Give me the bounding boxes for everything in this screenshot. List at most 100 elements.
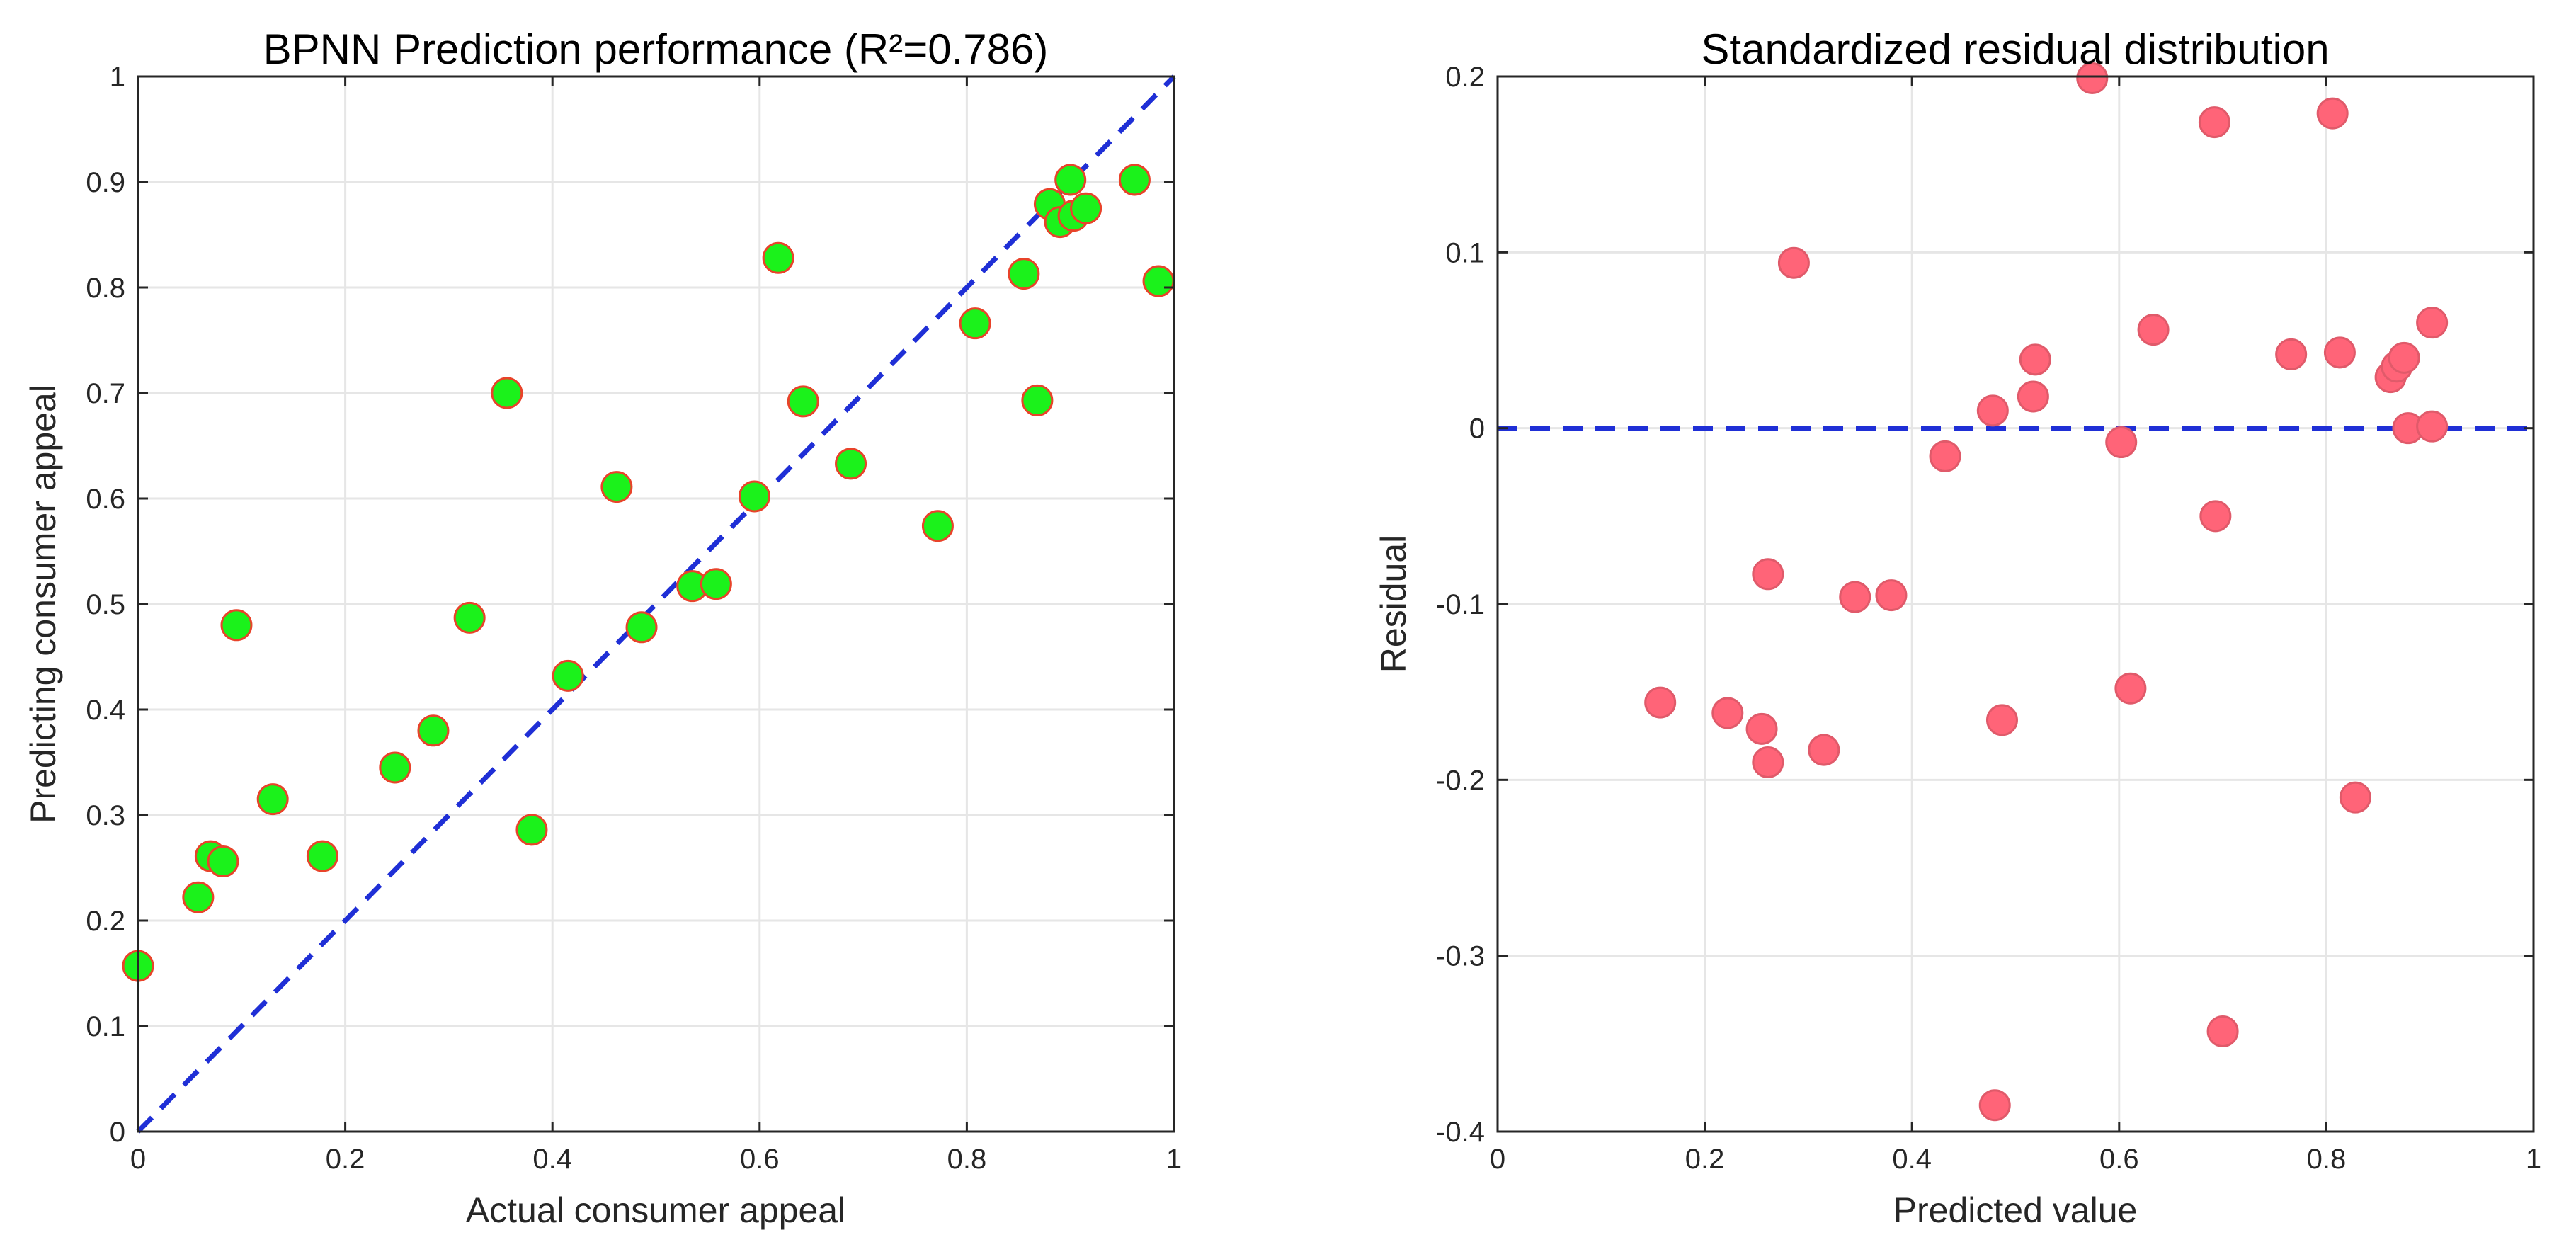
x-tick-label: 1 xyxy=(2526,1144,2541,1175)
data-point xyxy=(1054,164,1087,196)
data-point xyxy=(182,881,215,913)
data-point xyxy=(417,714,450,747)
y-tick-label: 0.7 xyxy=(86,378,125,409)
y-tick-label: 0.2 xyxy=(86,906,125,937)
x-tick-label: 0.6 xyxy=(2099,1144,2139,1175)
data-point xyxy=(2105,426,2138,459)
data-point xyxy=(1021,384,1054,416)
chart-title: Standardized residual distribution xyxy=(1701,25,2329,73)
y-tick-label: 0 xyxy=(1469,414,1485,445)
y-tick-label: 0.4 xyxy=(86,695,125,726)
data-point xyxy=(2198,106,2230,139)
data-point xyxy=(2137,314,2170,346)
data-point xyxy=(2019,343,2051,376)
data-point xyxy=(306,840,338,872)
y-tick-labels: -0.4 -0.3 -0.2 -0.1 0 0.1 0.2 xyxy=(1436,62,1485,1148)
y-tick-labels: 0 0.1 0.2 0.3 0.4 0.5 0.6 0.7 0.8 0.9 1 xyxy=(86,62,125,1148)
data-point xyxy=(1711,697,1744,729)
data-point xyxy=(762,241,794,274)
data-point xyxy=(1777,246,1810,279)
data-point xyxy=(1008,258,1040,290)
data-point xyxy=(220,609,253,642)
data-point xyxy=(2316,97,2349,130)
data-point xyxy=(1118,164,1151,196)
y-tick-label: 0.3 xyxy=(86,800,125,831)
data-point xyxy=(2114,672,2147,705)
y-tick-label: 0.1 xyxy=(86,1011,125,1042)
data-point xyxy=(1644,686,1677,719)
data-point xyxy=(207,845,239,878)
y-tick-label: 0 xyxy=(110,1117,125,1148)
data-point xyxy=(453,601,486,634)
y-tick-label: 1 xyxy=(110,62,125,93)
chart-title: BPNN Prediction performance (R²=0.786) xyxy=(263,25,1049,73)
axes xyxy=(137,75,1175,1133)
data-point xyxy=(1985,704,2018,736)
y-axis-title: Residual xyxy=(1374,535,1413,673)
data-point xyxy=(1929,440,1961,472)
data-point xyxy=(1752,558,1784,591)
data-point xyxy=(625,611,658,644)
data-point xyxy=(491,377,523,409)
data-point xyxy=(835,448,867,480)
y-axis-title: Predicting consumer appeal xyxy=(23,385,63,824)
residual-distribution-chart: 0 0.2 0.4 0.6 0.8 1 -0.4 -0.3 -0.2 -0.1 0 0.1 0.2 S… xyxy=(1374,25,2541,1230)
x-tick-label: 0.8 xyxy=(947,1144,987,1175)
data-point xyxy=(1839,581,1871,613)
data-point xyxy=(379,751,411,784)
data-point xyxy=(1745,712,1778,745)
y-tick-label: -0.1 xyxy=(1436,589,1485,620)
y-tick-label: 0.8 xyxy=(86,273,125,304)
data-point xyxy=(1978,1089,2011,1122)
data-point xyxy=(700,568,732,600)
data-point xyxy=(1808,734,1840,766)
y-tick-label: 0.1 xyxy=(1445,237,1485,268)
reference-line xyxy=(136,74,1176,1134)
data-point xyxy=(1976,394,2009,427)
data-point xyxy=(600,471,633,503)
x-tick-label: 0.8 xyxy=(2307,1144,2347,1175)
x-tick-label: 1 xyxy=(1166,1144,1182,1175)
data-point xyxy=(1752,746,1784,778)
data-point xyxy=(959,307,991,340)
y-tick-label: -0.4 xyxy=(1436,1117,1485,1148)
data-point xyxy=(2076,62,2109,94)
data-point xyxy=(2416,410,2449,443)
x-tick-label: 0.2 xyxy=(1685,1144,1725,1175)
x-axis-title: Actual consumer appeal xyxy=(466,1190,845,1230)
x-tick-label: 0 xyxy=(1490,1144,1505,1175)
data-point xyxy=(515,814,548,846)
x-tick-labels: 0 0.2 0.4 0.6 0.8 1 xyxy=(130,1144,1182,1175)
x-tick-label: 0.4 xyxy=(532,1144,572,1175)
x-tick-label: 0.4 xyxy=(1892,1144,1932,1175)
data-point xyxy=(921,510,954,542)
x-tick-label: 0 xyxy=(130,1144,146,1175)
data-point xyxy=(2017,380,2049,413)
data-point xyxy=(256,783,289,816)
data-point xyxy=(1142,265,1175,297)
x-tick-label: 0.2 xyxy=(326,1144,365,1175)
data-point xyxy=(787,385,819,418)
data-point xyxy=(2416,307,2449,339)
prediction-performance-chart: 0 0.2 0.4 0.6 0.8 1 0 0.1 0.2 0.3 0.4 0.5 0.6 0.7 0.8… xyxy=(23,25,1182,1230)
y-tick-label: 0.5 xyxy=(86,589,125,620)
data-point xyxy=(2199,500,2232,533)
data-point xyxy=(1875,579,1908,612)
x-axis-title: Predicted value xyxy=(1893,1190,2138,1230)
x-tick-labels: 0 0.2 0.4 0.6 0.8 1 xyxy=(1490,1144,2541,1175)
y-tick-label: 0.6 xyxy=(86,484,125,515)
data-point xyxy=(738,480,770,513)
data-point xyxy=(2323,336,2356,369)
y-tick-label: -0.2 xyxy=(1436,765,1485,796)
data-point xyxy=(2206,1015,2239,1047)
y-tick-label: 0.2 xyxy=(1445,62,1485,93)
x-tick-label: 0.6 xyxy=(740,1144,780,1175)
axes xyxy=(1496,75,2535,1133)
y-tick-label: -0.3 xyxy=(1436,941,1485,972)
data-point xyxy=(552,659,584,692)
data-point xyxy=(2339,781,2371,814)
data-points xyxy=(122,164,1175,982)
data-points xyxy=(1644,62,2449,1122)
data-point xyxy=(2275,338,2308,370)
